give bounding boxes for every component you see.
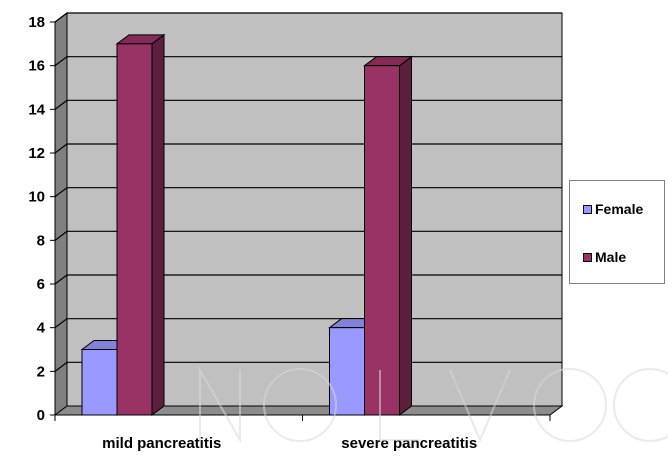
x-category-label: severe pancreatitis [341,435,477,452]
y-tick-label: 12 [28,145,45,162]
y-tick-label: 8 [37,232,45,249]
gridline [54,12,562,23]
x-category-label: mild pancreatitis [102,435,221,452]
bar-male [116,43,153,416]
y-tick-label: 6 [37,276,45,293]
chart-legend: Female Male [569,180,665,284]
bar-female [81,349,118,416]
y-tick-label: 16 [28,58,45,75]
legend-label-male: Male [595,249,627,265]
y-tick-label: 4 [37,320,46,337]
bar-male [364,65,400,416]
legend-swatch-female [583,204,592,214]
y-tick-label: 18 [28,14,45,31]
legend-swatch-male [583,252,592,262]
y-tick-label: 14 [28,101,45,118]
bar-side-male [399,55,412,416]
y-tick-label: 0 [37,407,45,424]
legend-item-male: Male [583,249,626,265]
bar-side-male [151,33,165,416]
y-tick-label: 2 [37,363,45,380]
legend-item-female: Female [583,201,643,217]
bar-female [329,327,365,416]
y-tick-label: 10 [28,189,45,206]
chart-side-wall [54,12,68,416]
legend-label-female: Female [595,201,644,217]
